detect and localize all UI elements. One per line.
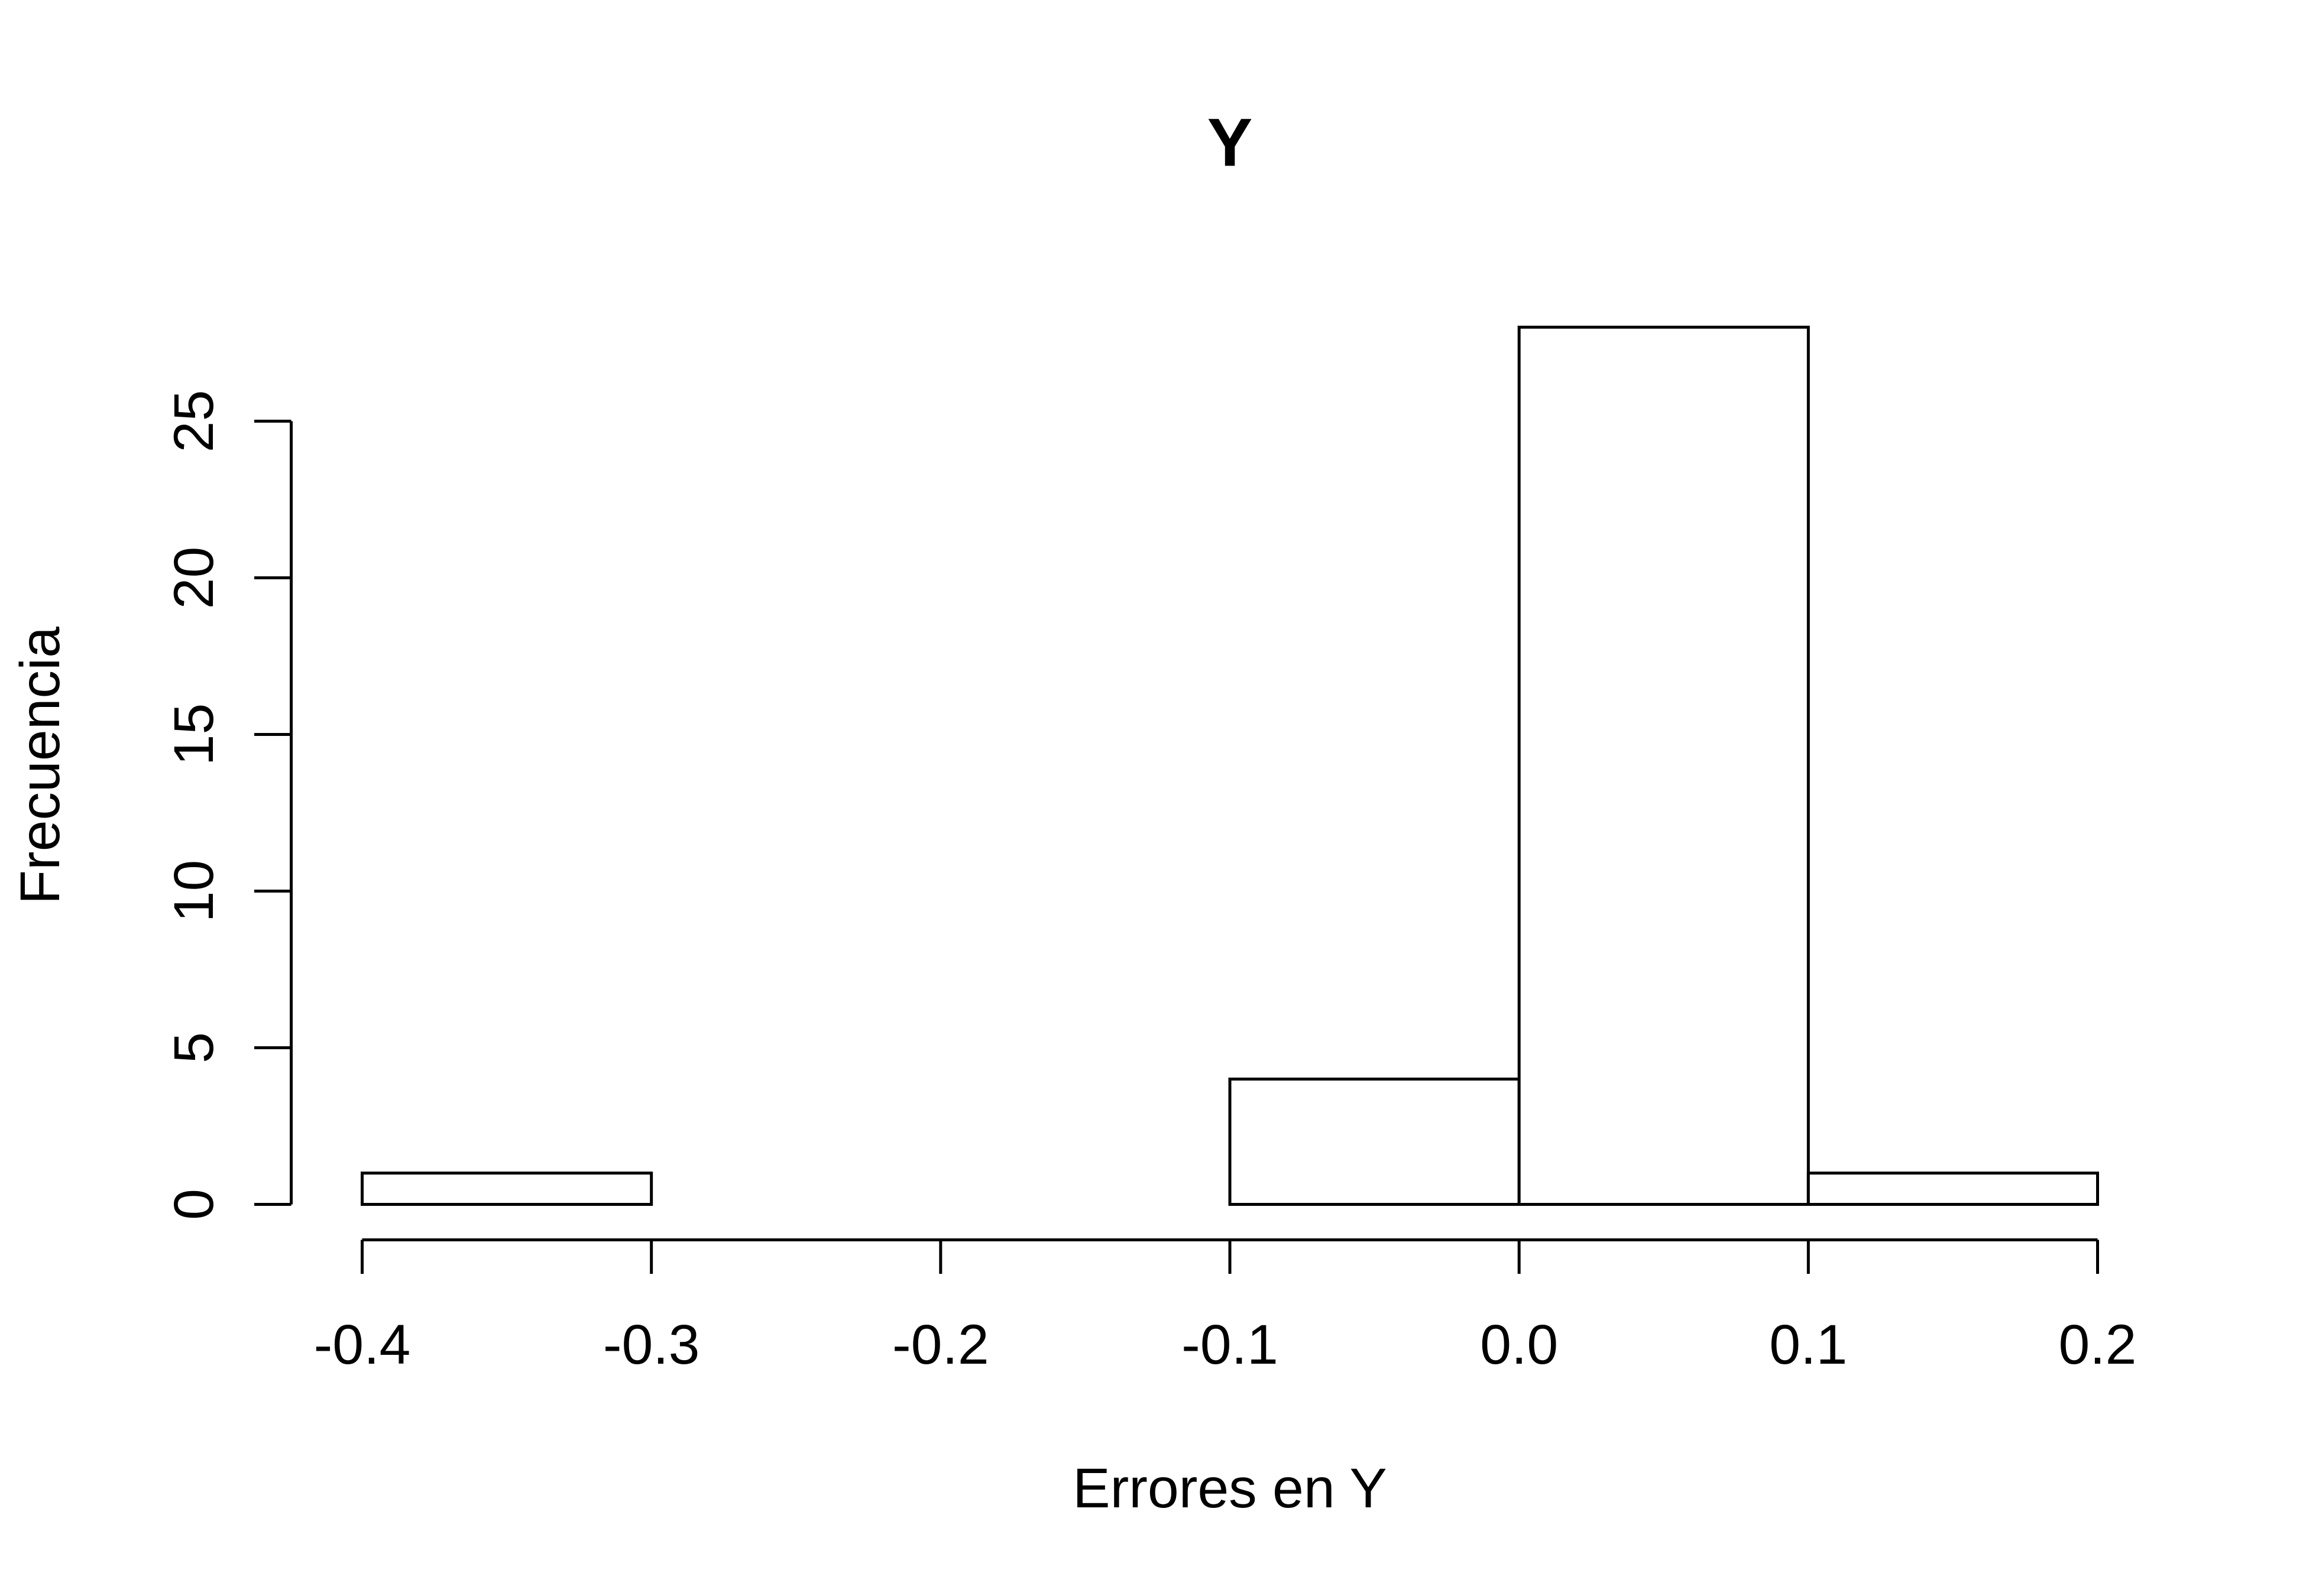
x-tick-label: -0.3 <box>603 1313 700 1376</box>
x-axis-label: Errores en Y <box>1073 1457 1387 1520</box>
x-tick-label: 0.0 <box>1480 1313 1558 1376</box>
chart-title: Y <box>1207 105 1253 180</box>
y-tick-label: 10 <box>163 860 225 923</box>
y-tick-label: 20 <box>163 547 225 609</box>
bar <box>361 1172 653 1206</box>
x-tick-label: 0.1 <box>1769 1313 1847 1376</box>
bar <box>1228 1078 1521 1206</box>
y-tick-label: 15 <box>163 703 225 766</box>
bar <box>1806 1172 2099 1206</box>
y-axis-label: Frecuencia <box>9 627 72 904</box>
y-tick-label: 25 <box>163 390 225 453</box>
y-tick-label: 0 <box>163 1189 225 1220</box>
bar <box>1517 326 1810 1206</box>
y-tick-label: 5 <box>163 1032 225 1063</box>
x-tick-label: -0.4 <box>314 1313 411 1376</box>
x-tick-label: 0.2 <box>2058 1313 2136 1376</box>
x-tick-label: -0.2 <box>892 1313 989 1376</box>
x-tick-label: -0.1 <box>1181 1313 1278 1376</box>
